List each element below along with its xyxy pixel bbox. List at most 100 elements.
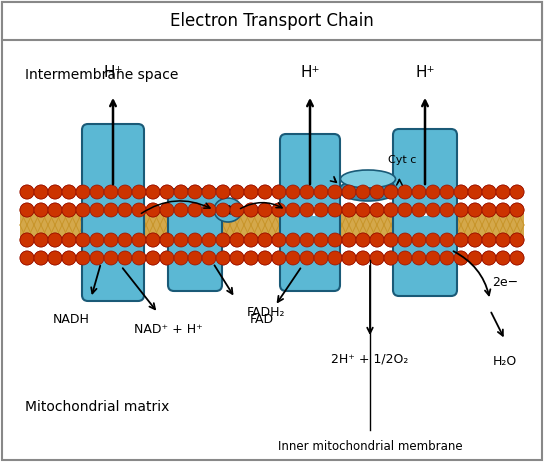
Circle shape xyxy=(356,203,370,217)
Circle shape xyxy=(412,233,426,247)
Circle shape xyxy=(216,233,230,247)
Circle shape xyxy=(118,185,132,199)
Circle shape xyxy=(286,185,300,199)
Circle shape xyxy=(398,233,412,247)
Circle shape xyxy=(146,233,160,247)
Circle shape xyxy=(356,233,370,247)
Circle shape xyxy=(496,185,510,199)
Circle shape xyxy=(104,203,118,217)
Circle shape xyxy=(258,251,272,265)
Circle shape xyxy=(286,233,300,247)
Text: Mitochondrial matrix: Mitochondrial matrix xyxy=(25,400,169,414)
Circle shape xyxy=(90,185,104,199)
Circle shape xyxy=(62,251,76,265)
Circle shape xyxy=(468,251,482,265)
Circle shape xyxy=(188,203,202,217)
Circle shape xyxy=(510,233,524,247)
Circle shape xyxy=(90,251,104,265)
Circle shape xyxy=(300,233,314,247)
Circle shape xyxy=(482,203,496,217)
Circle shape xyxy=(90,233,104,247)
Circle shape xyxy=(468,233,482,247)
Text: NADH: NADH xyxy=(53,313,89,326)
Circle shape xyxy=(258,185,272,199)
Circle shape xyxy=(34,203,48,217)
Circle shape xyxy=(356,251,370,265)
Circle shape xyxy=(398,185,412,199)
Circle shape xyxy=(34,233,48,247)
Circle shape xyxy=(510,203,524,217)
Circle shape xyxy=(482,233,496,247)
Circle shape xyxy=(258,233,272,247)
Circle shape xyxy=(272,185,286,199)
Circle shape xyxy=(272,251,286,265)
FancyBboxPatch shape xyxy=(393,129,457,296)
Circle shape xyxy=(300,185,314,199)
Circle shape xyxy=(370,251,384,265)
Circle shape xyxy=(20,185,34,199)
Circle shape xyxy=(412,251,426,265)
Circle shape xyxy=(328,233,342,247)
Circle shape xyxy=(412,185,426,199)
Circle shape xyxy=(258,203,272,217)
Circle shape xyxy=(454,185,468,199)
Circle shape xyxy=(286,203,300,217)
Circle shape xyxy=(20,203,34,217)
Circle shape xyxy=(216,251,230,265)
Circle shape xyxy=(328,233,342,247)
Circle shape xyxy=(202,185,216,199)
Circle shape xyxy=(482,203,496,217)
Circle shape xyxy=(132,233,146,247)
Circle shape xyxy=(90,203,104,217)
Text: 2e−: 2e− xyxy=(492,275,518,288)
Circle shape xyxy=(482,251,496,265)
Circle shape xyxy=(20,203,34,217)
Circle shape xyxy=(76,233,90,247)
Circle shape xyxy=(342,251,356,265)
Circle shape xyxy=(314,251,328,265)
Circle shape xyxy=(272,203,286,217)
Circle shape xyxy=(118,233,132,247)
Text: H₂O: H₂O xyxy=(493,355,517,368)
Circle shape xyxy=(202,233,216,247)
Circle shape xyxy=(188,185,202,199)
Circle shape xyxy=(90,185,104,199)
Circle shape xyxy=(104,233,118,247)
Circle shape xyxy=(342,185,356,199)
Circle shape xyxy=(454,233,468,247)
Circle shape xyxy=(118,233,132,247)
Circle shape xyxy=(146,251,160,265)
Circle shape xyxy=(286,203,300,217)
Circle shape xyxy=(496,251,510,265)
Text: III: III xyxy=(302,206,318,219)
Ellipse shape xyxy=(214,198,242,222)
Circle shape xyxy=(230,233,244,247)
Circle shape xyxy=(174,203,188,217)
Text: Cyt c: Cyt c xyxy=(388,155,416,165)
Circle shape xyxy=(300,185,314,199)
Circle shape xyxy=(482,185,496,199)
Circle shape xyxy=(398,203,412,217)
Circle shape xyxy=(76,185,90,199)
Circle shape xyxy=(118,251,132,265)
Circle shape xyxy=(314,233,328,247)
Circle shape xyxy=(328,203,342,217)
Circle shape xyxy=(188,251,202,265)
Circle shape xyxy=(244,185,258,199)
Circle shape xyxy=(510,203,524,217)
Circle shape xyxy=(160,203,174,217)
Circle shape xyxy=(440,203,454,217)
Circle shape xyxy=(300,251,314,265)
Circle shape xyxy=(146,233,160,247)
Circle shape xyxy=(104,251,118,265)
Circle shape xyxy=(202,251,216,265)
Circle shape xyxy=(174,233,188,247)
Circle shape xyxy=(174,185,188,199)
Circle shape xyxy=(230,185,244,199)
Circle shape xyxy=(342,233,356,247)
FancyBboxPatch shape xyxy=(82,124,144,301)
Circle shape xyxy=(132,185,146,199)
Circle shape xyxy=(188,251,202,265)
Circle shape xyxy=(76,251,90,265)
Circle shape xyxy=(314,233,328,247)
